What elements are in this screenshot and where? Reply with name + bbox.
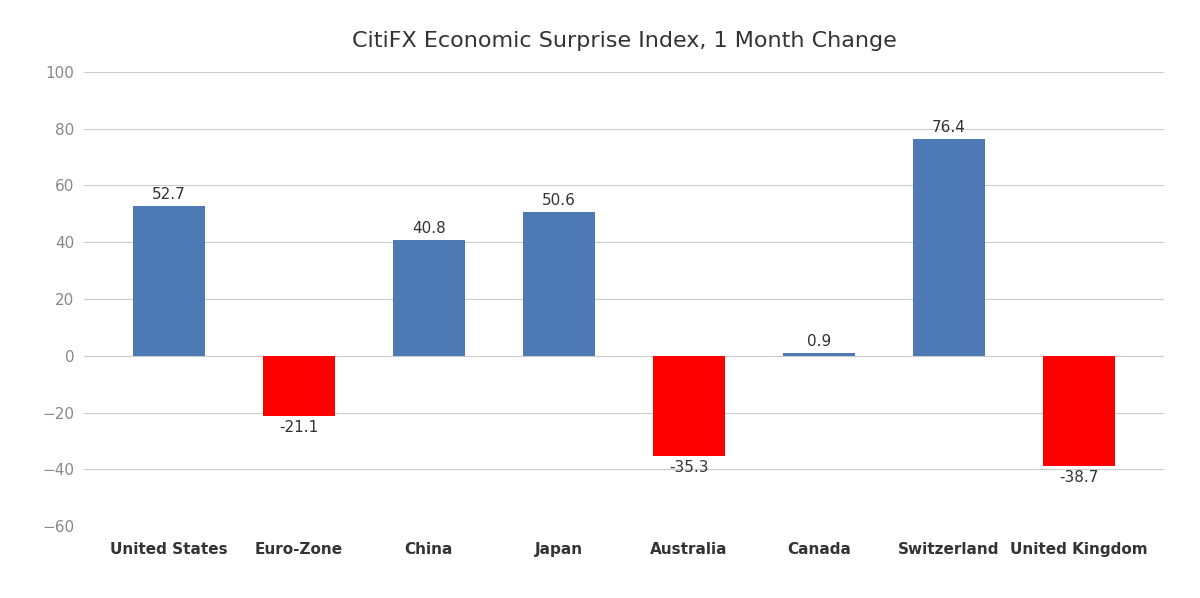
Text: 0.9: 0.9 xyxy=(806,334,832,349)
Text: 52.7: 52.7 xyxy=(152,187,186,202)
Text: 40.8: 40.8 xyxy=(412,221,446,236)
Text: 50.6: 50.6 xyxy=(542,193,576,208)
Text: 76.4: 76.4 xyxy=(932,120,966,135)
Bar xyxy=(653,356,725,456)
Bar xyxy=(523,212,595,356)
Bar xyxy=(394,240,464,356)
Bar xyxy=(263,356,335,416)
Bar xyxy=(784,353,854,356)
Text: -38.7: -38.7 xyxy=(1060,470,1099,485)
Bar xyxy=(1043,356,1115,466)
Text: -21.1: -21.1 xyxy=(280,420,318,435)
Text: -35.3: -35.3 xyxy=(670,460,709,475)
Bar xyxy=(133,206,205,356)
Bar xyxy=(913,139,985,356)
Title: CitiFX Economic Surprise Index, 1 Month Change: CitiFX Economic Surprise Index, 1 Month … xyxy=(352,30,896,51)
